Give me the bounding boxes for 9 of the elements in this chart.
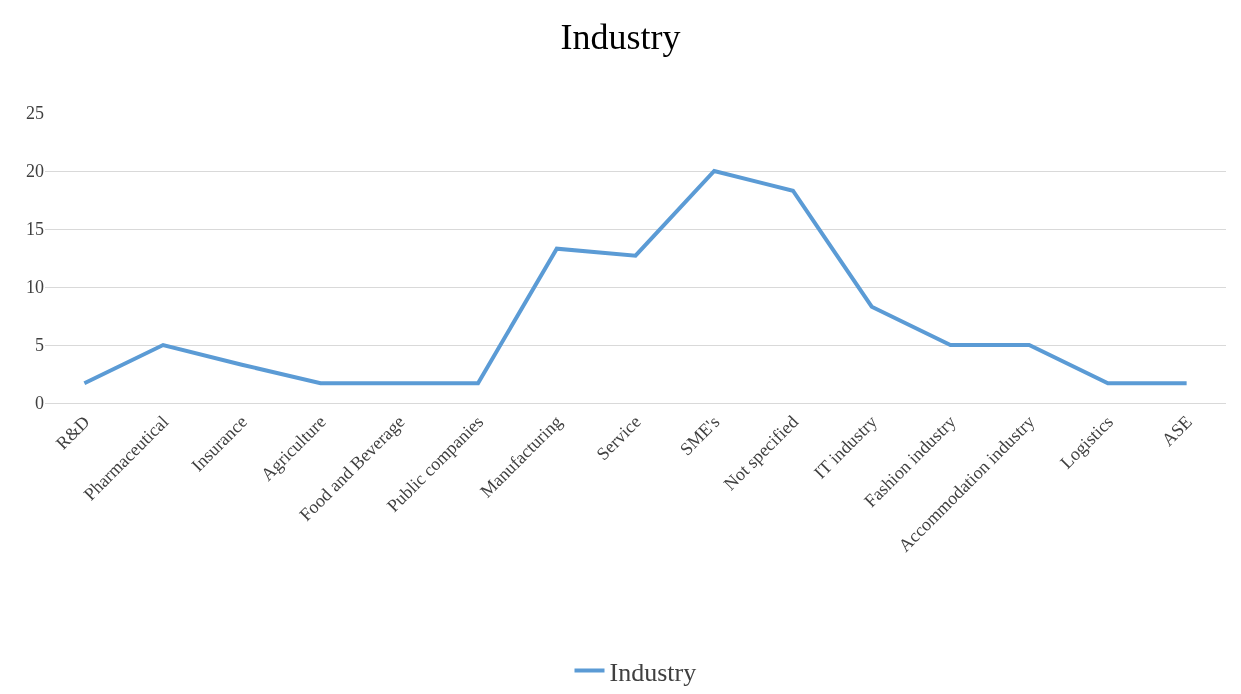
chart-title: Industry [560,17,681,58]
y-tick-label: 15 [26,219,44,240]
y-tick-label: 0 [35,393,44,414]
y-tick-label: 20 [26,161,44,182]
y-tick-label: 5 [35,335,44,356]
y-tick-label: 25 [26,103,44,124]
line-series [82,169,1189,386]
legend-label: Industry [609,657,697,687]
y-tick-label: 10 [26,277,44,298]
